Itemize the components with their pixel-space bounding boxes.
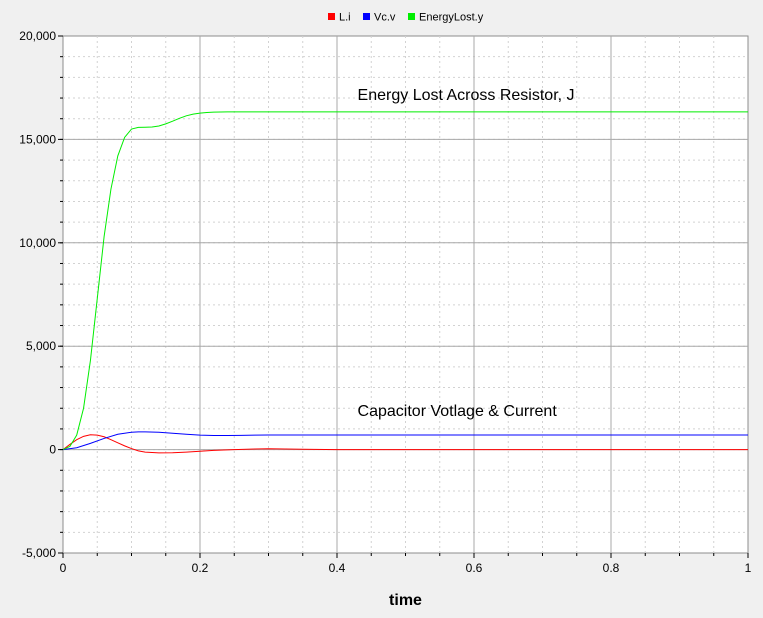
legend-label: L.i <box>339 12 351 24</box>
x-tick-label: 0.6 <box>466 561 483 575</box>
y-tick-label: 15,000 <box>19 132 56 146</box>
legend-swatch <box>408 13 415 20</box>
series-line-vc-v <box>62 431 748 451</box>
series-lines <box>62 111 748 454</box>
y-tick-label: -5,000 <box>22 546 56 560</box>
legend-label: Vc.v <box>374 12 396 24</box>
y-tick-label: 0 <box>49 443 56 457</box>
y-tick-label: 5,000 <box>26 339 56 353</box>
x-axis-label: time <box>389 592 422 609</box>
x-tick-label: 0.8 <box>603 561 620 575</box>
series-line-energylost-y <box>62 111 748 451</box>
annotation-label: Capacitor Votlage & Current <box>358 403 558 420</box>
plot-area <box>62 35 749 554</box>
annotation-label: Energy Lost Across Resistor, J <box>358 87 575 104</box>
x-axis-ticks: 0 0.2 0.4 0.6 0.8 1 <box>60 553 752 575</box>
series-line-l-i <box>62 434 748 454</box>
x-tick-label: 0.4 <box>329 561 346 575</box>
legend-swatch <box>363 13 370 20</box>
legend: L.i Vc.v EnergyLost.y <box>328 12 484 24</box>
x-tick-label: 1 <box>745 561 752 575</box>
annotations: Energy Lost Across Resistor, J Capacitor … <box>358 87 575 420</box>
x-tick-label: 0 <box>60 561 67 575</box>
y-tick-label: 10,000 <box>19 236 56 250</box>
legend-swatch <box>328 13 335 20</box>
y-axis-ticks: -5,000 0 5,000 10,000 15,000 20,000 <box>19 29 63 560</box>
y-tick-label: 20,000 <box>19 29 56 43</box>
x-tick-label: 0.2 <box>192 561 209 575</box>
legend-label: EnergyLost.y <box>419 12 484 24</box>
major-gridlines <box>63 36 748 553</box>
